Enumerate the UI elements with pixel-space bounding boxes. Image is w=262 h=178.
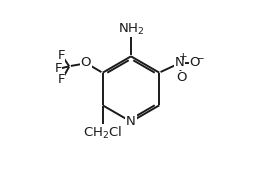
Text: O: O	[189, 56, 200, 69]
Text: CH$_2$Cl: CH$_2$Cl	[83, 125, 122, 141]
Text: O: O	[81, 56, 91, 69]
Text: F: F	[57, 48, 65, 62]
Text: N: N	[175, 56, 184, 69]
Text: O: O	[176, 71, 187, 85]
Text: +: +	[179, 52, 188, 62]
Text: F: F	[54, 62, 62, 75]
Text: F: F	[57, 73, 65, 86]
Text: N: N	[126, 115, 136, 128]
Text: NH$_2$: NH$_2$	[118, 21, 144, 36]
Text: −: −	[195, 54, 204, 64]
